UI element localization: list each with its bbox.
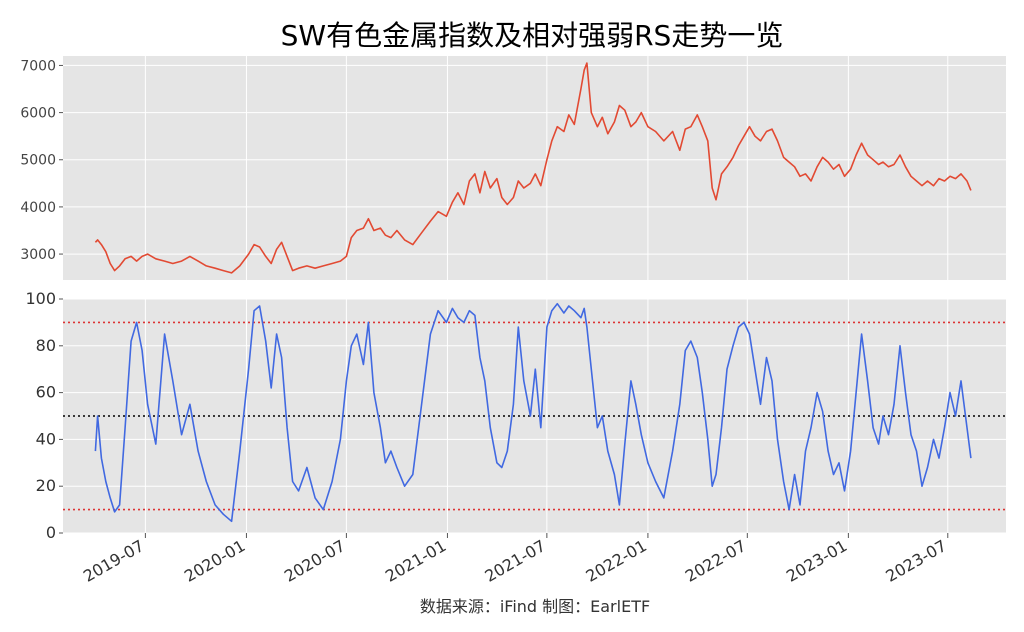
source-note: 数据来源：iFind 制图：EarlETF xyxy=(420,597,650,616)
index-plot-area xyxy=(63,56,1006,280)
x-tick-label: 2021-01 xyxy=(382,536,449,586)
y-tick-label: 5000 xyxy=(20,153,56,169)
index-y-ticks: 3000 4000 5000 6000 7000 xyxy=(20,58,63,263)
rs-series xyxy=(94,302,972,523)
series-line xyxy=(94,62,972,274)
index-grid xyxy=(63,56,1006,280)
x-tick-label: 2020-01 xyxy=(181,536,248,586)
y-tick-label: 20 xyxy=(36,476,56,495)
series-line xyxy=(94,302,972,523)
y-tick-label: 7000 xyxy=(20,58,56,74)
x-tick-label: 2022-01 xyxy=(583,536,650,586)
y-tick-label: 0 xyxy=(46,523,56,542)
rs-y-ticks: 0 20 40 60 80 100 xyxy=(25,289,63,542)
index-panel: 3000 4000 5000 6000 7000 xyxy=(20,56,1006,280)
x-tick-label: 2021-07 xyxy=(481,536,548,586)
y-tick-label: 4000 xyxy=(20,200,56,216)
y-tick-label: 3000 xyxy=(20,247,56,263)
x-tick-label: 2023-07 xyxy=(882,536,949,586)
x-tick-label: 2019-07 xyxy=(80,536,147,586)
rs-x-ticks: 2019-07 2020-01 2020-07 2021-01 2021-07 2022-… xyxy=(80,533,950,586)
y-tick-label: 40 xyxy=(36,429,56,448)
rs-reference-lines xyxy=(63,321,1006,511)
y-tick-label: 80 xyxy=(36,336,56,355)
index-series xyxy=(94,62,972,274)
x-tick-label: 2023-01 xyxy=(783,536,850,586)
x-tick-label: 2020-07 xyxy=(281,536,348,586)
rs-grid xyxy=(63,298,1006,534)
x-tick-label: 2022-07 xyxy=(682,536,749,586)
y-tick-label: 6000 xyxy=(20,106,56,122)
y-tick-label: 100 xyxy=(25,289,56,308)
chart-title: SW有色金属指数及相对强弱RS走势一览 xyxy=(281,19,784,52)
y-tick-label: 60 xyxy=(36,383,56,402)
rs-panel: 0 20 40 60 80 100 2019-07 2020-01 2020-07 2021-0… xyxy=(25,289,1006,586)
